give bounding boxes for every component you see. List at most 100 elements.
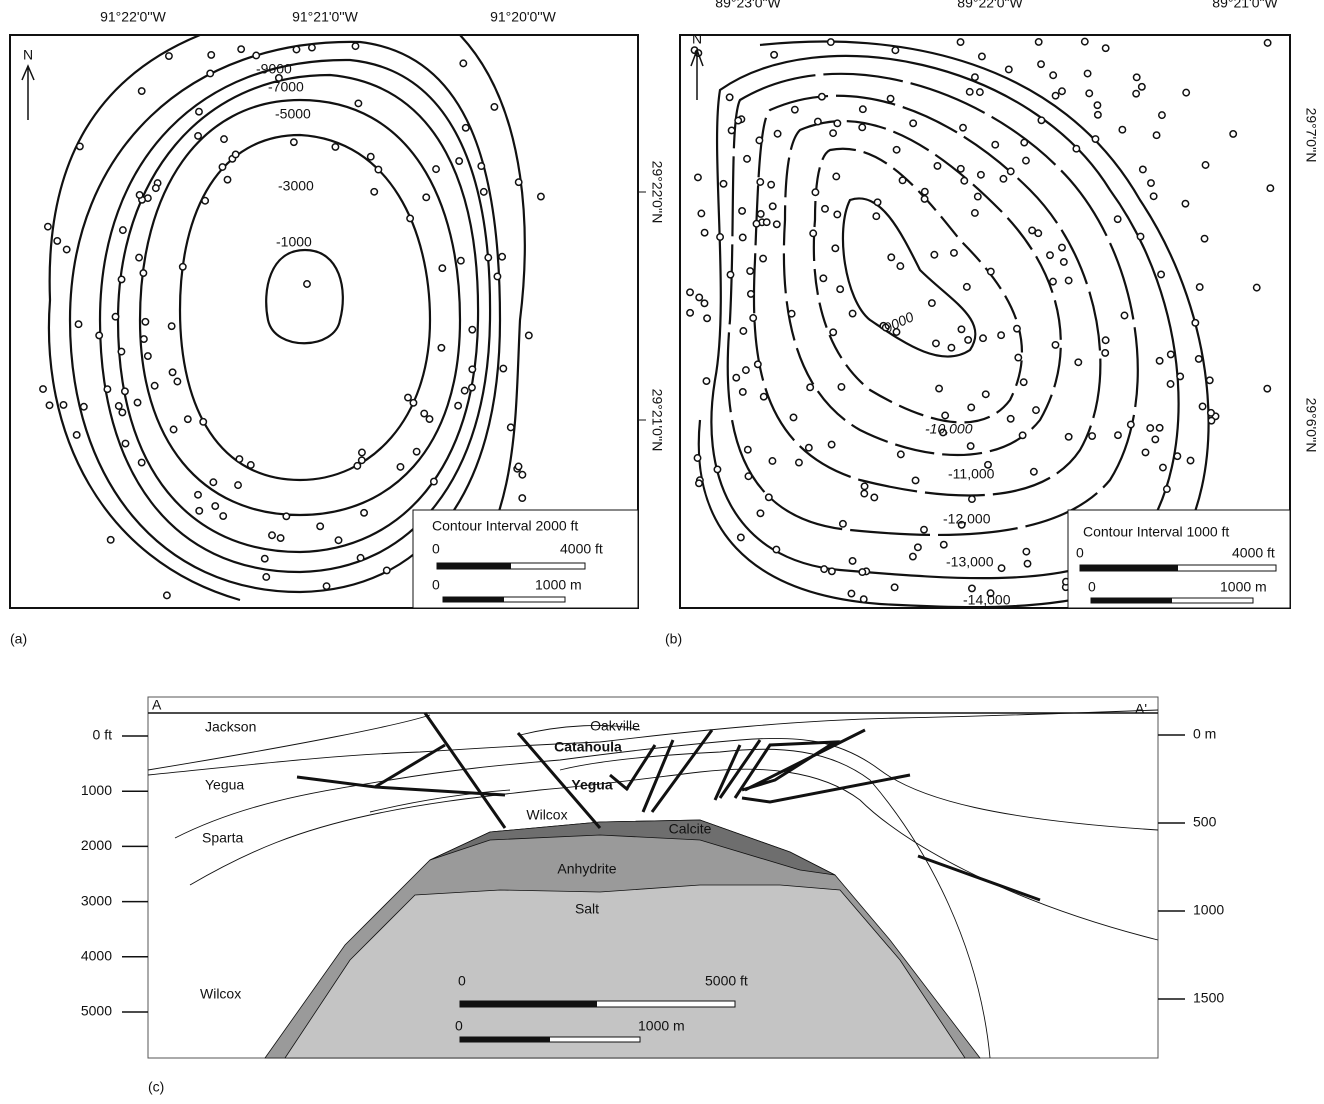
depth-label: 3000 — [81, 892, 112, 908]
well — [821, 566, 827, 572]
well — [169, 369, 175, 375]
well — [1000, 176, 1006, 182]
well — [788, 311, 794, 317]
well — [837, 286, 843, 292]
well — [861, 490, 867, 496]
well — [413, 448, 419, 454]
well — [812, 189, 818, 195]
formation-label: Oakville — [590, 718, 640, 734]
well — [769, 458, 775, 464]
well — [757, 179, 763, 185]
depth-label: 0 ft — [93, 727, 113, 743]
well — [1202, 162, 1208, 168]
well — [1192, 320, 1198, 326]
well — [1254, 284, 1260, 290]
well — [969, 585, 975, 591]
well — [774, 131, 780, 137]
well — [1158, 271, 1164, 277]
well — [698, 210, 704, 216]
well — [1065, 434, 1071, 440]
well — [1121, 312, 1127, 318]
well — [323, 583, 329, 589]
well — [829, 568, 835, 574]
well — [116, 403, 122, 409]
well — [728, 127, 734, 133]
well — [1133, 74, 1139, 80]
depth-label: 1000 — [1193, 902, 1224, 918]
well — [460, 60, 466, 66]
well — [738, 534, 744, 540]
well — [60, 402, 66, 408]
well — [46, 402, 52, 408]
well — [910, 120, 916, 126]
well — [195, 492, 201, 498]
well — [515, 179, 521, 185]
well — [992, 142, 998, 148]
well — [978, 172, 984, 178]
well — [840, 521, 846, 527]
well — [469, 366, 475, 372]
contour-label: -14,000 — [963, 592, 1011, 608]
well — [975, 193, 981, 199]
well — [526, 332, 532, 338]
well — [745, 447, 751, 453]
contour-label: -13,000 — [946, 554, 994, 570]
well — [1208, 417, 1214, 423]
well — [1177, 373, 1183, 379]
well — [421, 410, 427, 416]
well — [1199, 403, 1205, 409]
well — [958, 166, 964, 172]
well — [1024, 560, 1030, 566]
well — [941, 541, 947, 547]
well — [810, 230, 816, 236]
well — [54, 238, 60, 244]
well — [491, 104, 497, 110]
well — [174, 378, 180, 384]
depth-label: 4000 — [81, 948, 112, 964]
well — [703, 378, 709, 384]
formation-label: Yegua — [571, 777, 612, 793]
well — [936, 385, 942, 391]
well — [138, 459, 144, 465]
well — [972, 210, 978, 216]
well — [359, 457, 365, 463]
well — [860, 106, 866, 112]
well — [1038, 117, 1044, 123]
well — [717, 234, 723, 240]
well — [733, 374, 739, 380]
well — [269, 532, 275, 538]
panel-label: (b) — [665, 631, 682, 647]
well — [1207, 377, 1213, 383]
formation-label: Wilcox — [200, 986, 241, 1002]
well — [236, 456, 242, 462]
well — [1168, 351, 1174, 357]
scale-label: 0 — [1076, 545, 1084, 561]
contour-label: -5000 — [275, 106, 311, 122]
depth-label: 1000 — [81, 782, 112, 798]
well — [335, 537, 341, 543]
well — [819, 93, 825, 99]
well — [168, 323, 174, 329]
well — [1140, 166, 1146, 172]
well — [238, 46, 244, 52]
well — [1159, 112, 1165, 118]
well — [1174, 453, 1180, 459]
well — [874, 199, 880, 205]
well — [859, 124, 865, 130]
well — [136, 192, 142, 198]
scale-label: 0 — [455, 1018, 463, 1034]
well — [81, 404, 87, 410]
well — [1150, 193, 1156, 199]
well — [957, 39, 963, 45]
well — [202, 198, 208, 204]
well — [500, 365, 506, 371]
panel-c: A A' 0 ft10002000300040005000 0 m5001000… — [81, 697, 1225, 1095]
well — [1148, 180, 1154, 186]
scale-label: 1000 m — [638, 1018, 685, 1034]
scale-label: 0 — [458, 973, 466, 989]
well — [1197, 284, 1203, 290]
well — [998, 332, 1004, 338]
well — [235, 482, 241, 488]
well — [210, 479, 216, 485]
well — [332, 144, 338, 150]
